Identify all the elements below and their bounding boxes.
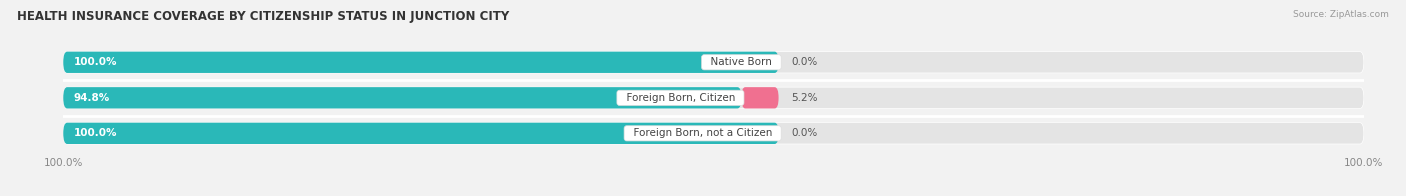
FancyBboxPatch shape xyxy=(741,87,779,108)
Text: 0.0%: 0.0% xyxy=(792,128,818,138)
FancyBboxPatch shape xyxy=(63,87,741,108)
Text: 5.2%: 5.2% xyxy=(792,93,818,103)
Text: 100.0%: 100.0% xyxy=(73,128,117,138)
Text: 100.0%: 100.0% xyxy=(73,57,117,67)
Text: Native Born: Native Born xyxy=(704,57,779,67)
FancyBboxPatch shape xyxy=(63,52,1364,73)
Text: Foreign Born, not a Citizen: Foreign Born, not a Citizen xyxy=(627,128,779,138)
FancyBboxPatch shape xyxy=(63,123,1364,144)
Text: Foreign Born, Citizen: Foreign Born, Citizen xyxy=(620,93,741,103)
FancyBboxPatch shape xyxy=(63,87,1364,108)
Text: Source: ZipAtlas.com: Source: ZipAtlas.com xyxy=(1294,10,1389,19)
Text: HEALTH INSURANCE COVERAGE BY CITIZENSHIP STATUS IN JUNCTION CITY: HEALTH INSURANCE COVERAGE BY CITIZENSHIP… xyxy=(17,10,509,23)
Text: 0.0%: 0.0% xyxy=(792,57,818,67)
Text: 94.8%: 94.8% xyxy=(73,93,110,103)
FancyBboxPatch shape xyxy=(63,123,779,144)
FancyBboxPatch shape xyxy=(63,52,779,73)
